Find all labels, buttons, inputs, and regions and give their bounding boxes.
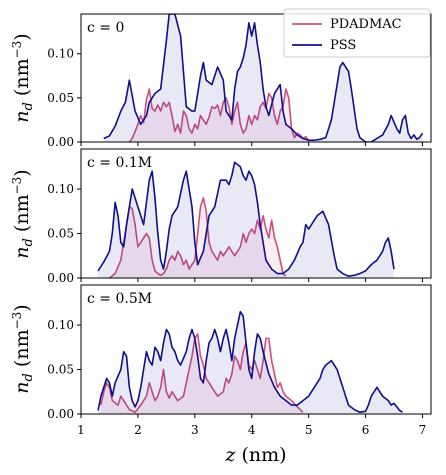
- x-axis-label: z (nm): [224, 444, 286, 466]
- y-tick-label-3-1: 0.05: [47, 363, 74, 377]
- legend-label-pss: PSS: [330, 38, 356, 53]
- plot-area-3: [97, 310, 403, 414]
- area-fill-pdadmac-panel-3: [100, 333, 303, 414]
- axes-frame-3: [80, 284, 432, 415]
- line-pss-panel-2: [97, 161, 395, 278]
- line-pdadmac-panel-2: [108, 197, 287, 278]
- y-tick-label-1-0: 0.00: [47, 135, 74, 149]
- y-tick-label-3-0: 0.00: [47, 407, 74, 421]
- y-tick-label-3-2: 0.10: [47, 318, 74, 332]
- line-pss-panel-1: [103, 14, 424, 142]
- area-fill-pss-panel-3: [98, 311, 403, 414]
- x-tick-label-5: 6: [362, 423, 370, 437]
- y-axis-label-panel-2: nd (nm−3): [10, 169, 36, 258]
- panel-3: 0.00 0.05 0.10 1 2 3 4 5 6 7 c = 0.5M: [47, 284, 432, 437]
- svg-text:nd (nm−3): nd (nm−3): [10, 169, 36, 258]
- y-tick-label-2-2: 0.10: [47, 182, 74, 196]
- area-fill-pss-panel-1: [103, 14, 423, 142]
- y-tick-label-2-0: 0.00: [47, 271, 74, 285]
- panel-label-3: c = 0.5M: [87, 291, 152, 307]
- panel-1: 0.00 0.05 0.10 c = 0: [47, 13, 432, 149]
- svg-text:z (nm): z (nm): [224, 444, 286, 466]
- y-axis-label-panel-1: nd (nm−3): [10, 33, 36, 122]
- y-axis-label-panel-3: nd (nm−3): [10, 304, 36, 393]
- x-tick-label-0: 1: [77, 423, 85, 437]
- legend-label-pdadmac: PDADMAC: [330, 17, 402, 32]
- x-tick-label-3: 4: [248, 423, 256, 437]
- y-tick-label-2-1: 0.05: [47, 227, 74, 241]
- line-pdadmac-panel-1: [128, 88, 310, 142]
- x-tick-label-1: 2: [134, 423, 142, 437]
- plot-area-2: [97, 161, 395, 278]
- line-pss-panel-3: [97, 310, 403, 414]
- panel-label-2: c = 0.1M: [87, 155, 152, 171]
- x-tick-label-4: 5: [305, 423, 313, 437]
- svg-text:nd (nm−3): nd (nm−3): [10, 33, 36, 122]
- x-tick-label-2: 3: [191, 423, 199, 437]
- axes-frame-1: [80, 13, 432, 143]
- area-fill-pss-panel-2: [98, 162, 395, 278]
- panels: 0.000.050.10c = 00.000.050.10c = 0.1M0.0…: [47, 13, 432, 437]
- plot-area-1: [103, 14, 424, 142]
- axes-frame-2: [80, 148, 432, 279]
- x-tick-label-6: 7: [419, 423, 427, 437]
- panel-label-1: c = 0: [87, 20, 124, 36]
- panel-2: 0.00 0.05 0.10 c = 0.1M: [47, 148, 432, 285]
- legend: PDADMAC PSS: [283, 8, 431, 58]
- svg-text:nd (nm−3): nd (nm−3): [10, 304, 36, 393]
- y-tick-label-1-2: 0.10: [47, 47, 74, 61]
- y-tick-label-1-1: 0.05: [47, 91, 74, 105]
- line-pdadmac-panel-3: [100, 333, 304, 414]
